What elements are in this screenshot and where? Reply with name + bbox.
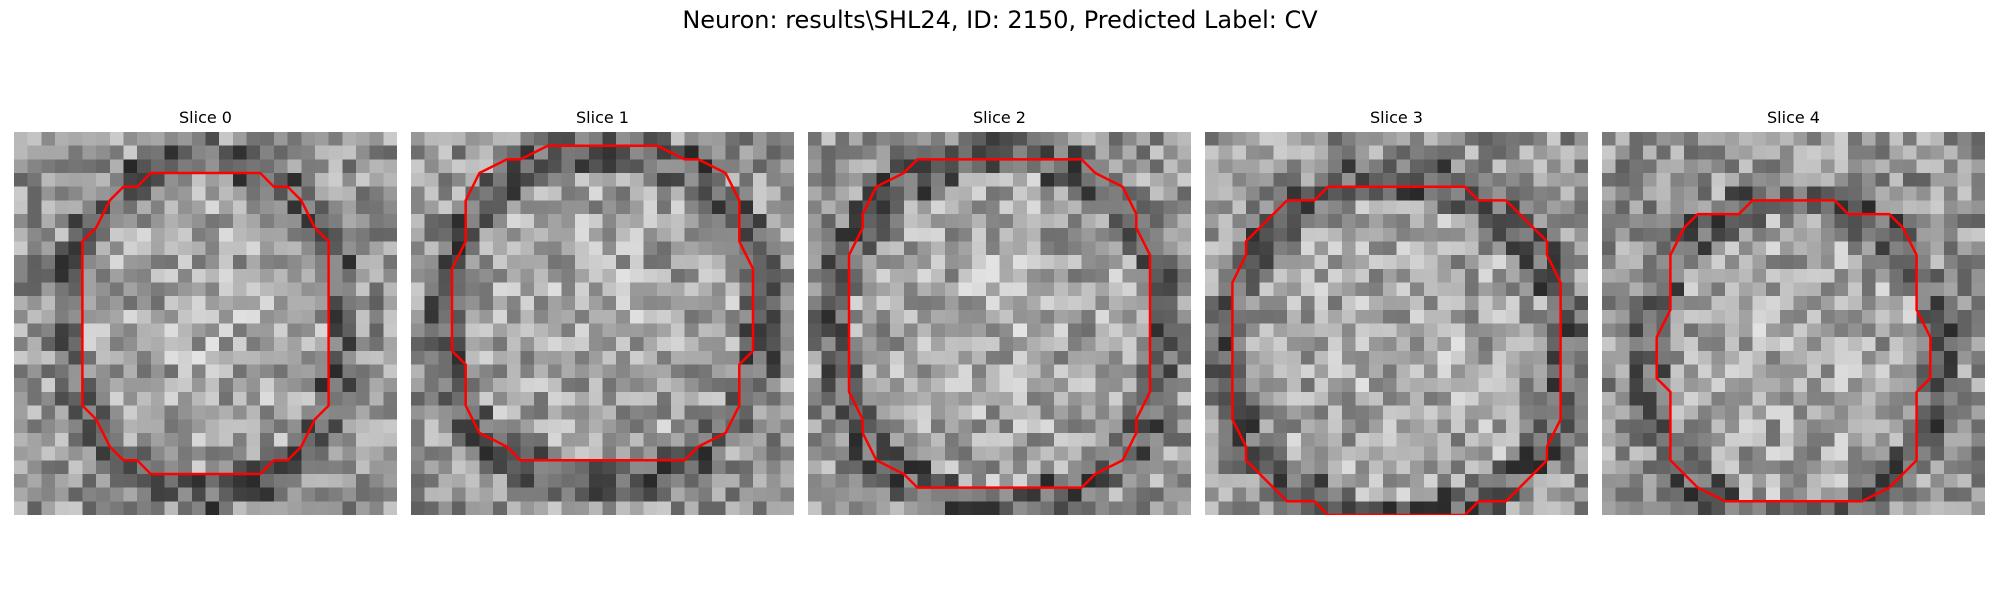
slice-title: Slice 4 [1767,108,1820,127]
slice-image [1602,132,1985,515]
slice-image [808,132,1191,515]
slice-image [411,132,794,515]
slice-title: Slice 1 [576,108,629,127]
slice-panel-0: Slice 0 [14,107,397,515]
figure-title: Neuron: results\SHL24, ID: 2150, Predict… [682,6,1318,34]
slice-panel-4: Slice 4 [1602,107,1985,515]
slice-panel-2: Slice 2 [808,107,1191,515]
slice-title: Slice 0 [179,108,232,127]
slice-image [14,132,397,515]
slice-panel-1: Slice 1 [411,107,794,515]
slice-title: Slice 2 [973,108,1026,127]
slice-title: Slice 3 [1370,108,1423,127]
segmentation-contour [1655,199,1932,503]
segmentation-contour [847,158,1152,489]
segmentation-contour [1231,185,1562,515]
slice-image [1205,132,1588,515]
segmentation-contour [450,144,755,462]
slice-panel-3: Slice 3 [1205,107,1588,515]
segmentation-contour [81,171,330,476]
